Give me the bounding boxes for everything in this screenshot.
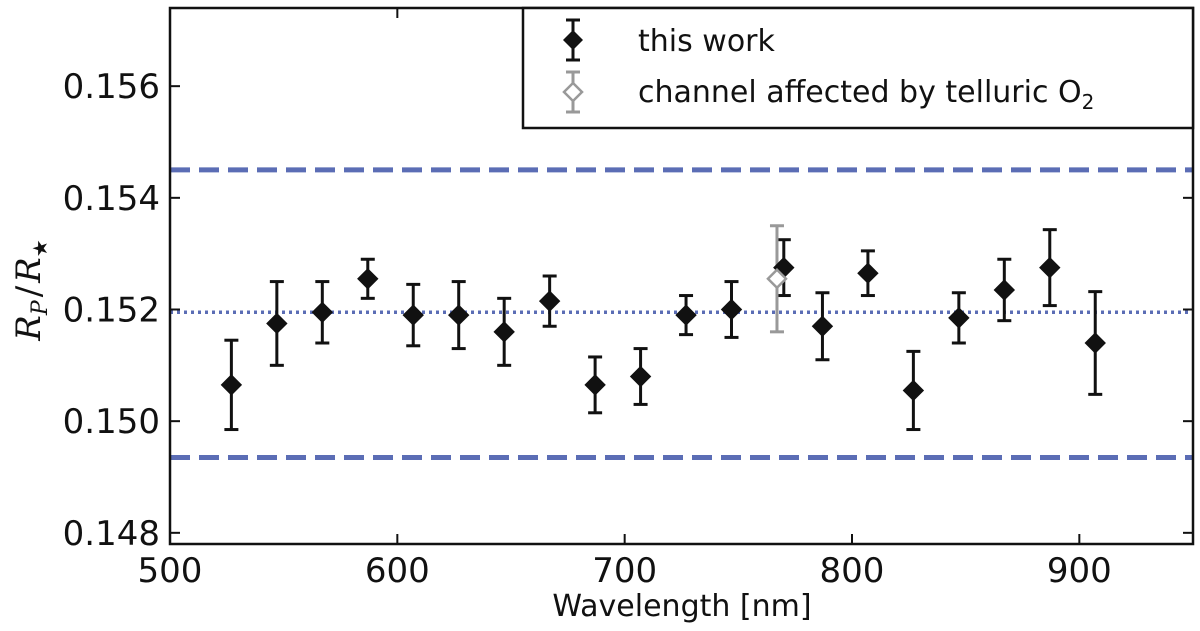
legend-entry-this-work: this work [563,18,776,62]
y-tick-label-0: 0.148 [63,514,160,554]
series-0-point-2-marker [311,301,334,323]
data-markers [220,256,1106,402]
series-0-point-15-marker [902,379,925,402]
legend-entry-telluric: channel affected by telluric O2 [562,70,1094,114]
y-axis-title-sep: / [9,285,49,297]
x-tick-label-600: 600 [365,551,430,591]
series-0-point-9-marker [629,365,652,388]
series-0-point-18-marker [1039,256,1061,279]
x-tick-label-700: 700 [592,551,657,591]
legend-this-work-marker [563,30,583,50]
series-0-point-13-marker [811,315,834,337]
y-axis-title-r2: R [9,257,49,284]
y-tick-label-1: 0.150 [63,402,160,442]
legend: this work channel affected by telluric O… [521,6,1195,130]
series-0-point-7-marker [538,290,561,312]
legend-telluric-label-sub: 2 [1082,90,1095,114]
y-axis-title: RP/R★ [9,239,53,341]
series-0-point-11-marker [720,298,743,321]
series-0-point-4-marker [402,304,424,326]
x-tick-label-500: 500 [138,551,203,591]
legend-telluric-marker [562,81,584,103]
series-0-point-3-marker [357,268,379,290]
series-0-point-5-marker [448,304,470,326]
y-tick-label-2: 0.152 [63,291,160,331]
series-1-point-0-marker [766,268,788,290]
y-tick-label-4: 0.156 [63,67,160,107]
legend-telluric-label: channel affected by telluric O2 [638,75,1094,114]
series-0-point-1-marker [266,312,288,335]
x-axis-title: Wavelength [nm] [552,589,811,624]
series-0-point-10-marker [675,304,697,326]
x-tick-label-900: 900 [1047,551,1112,591]
y-axis-title-sub-star: ★ [28,239,52,257]
y-axis-title-sub-p: P [28,299,53,316]
x-tick-label-800: 800 [820,551,885,591]
series-0-point-6-marker [493,321,515,343]
series-0-point-0-marker [220,374,243,396]
y-axis-title-r1: R [9,315,49,342]
series-0-point-14-marker [857,262,879,284]
legend-telluric-label-main: channel affected by telluric O [638,75,1082,110]
y-tick-label-3: 0.154 [63,179,160,219]
legend-this-work-label: this work [638,24,776,59]
series-0-point-17-marker [993,279,1016,301]
series-0-point-8-marker [584,374,606,396]
axis-ticks: 500 600 700 800 900 0.148 0.150 0.152 0.154 0.156 [63,8,1193,591]
legend-box [521,6,1195,130]
series-0-point-16-marker [948,307,970,329]
series-0-point-19-marker [1084,332,1106,354]
